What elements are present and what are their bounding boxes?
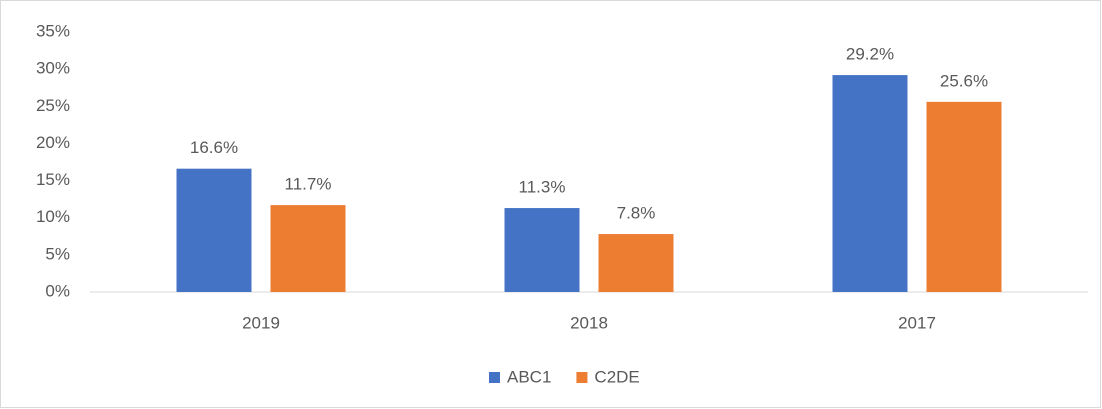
x-tick-label: 2019 xyxy=(242,313,280,332)
y-tick-label: 5% xyxy=(45,244,70,263)
y-tick-label: 0% xyxy=(45,281,70,300)
data-label: 29.2% xyxy=(846,45,894,64)
legend-swatch xyxy=(489,372,500,383)
bar xyxy=(270,205,346,292)
x-tick-label: 2018 xyxy=(570,313,608,332)
data-label: 25.6% xyxy=(940,71,988,90)
y-tick-label: 10% xyxy=(36,207,70,226)
bar xyxy=(832,75,908,292)
legend-swatch xyxy=(576,372,588,383)
legend-label: C2DE xyxy=(594,367,639,386)
legend-label: ABC1 xyxy=(507,367,551,386)
x-tick-label: 2017 xyxy=(898,313,936,332)
y-tick-label: 20% xyxy=(36,133,70,152)
data-label: 7.8% xyxy=(617,204,656,223)
y-tick-label: 25% xyxy=(36,96,70,115)
data-label: 16.6% xyxy=(190,138,238,157)
bar xyxy=(176,168,252,292)
data-label: 11.3% xyxy=(519,178,566,197)
y-tick-label: 35% xyxy=(36,21,70,40)
y-tick-label: 30% xyxy=(36,59,70,78)
data-label: 11.7% xyxy=(285,175,332,194)
bar xyxy=(926,101,1002,292)
bar xyxy=(504,208,580,292)
y-tick-label: 15% xyxy=(36,170,70,189)
bar xyxy=(598,234,674,292)
